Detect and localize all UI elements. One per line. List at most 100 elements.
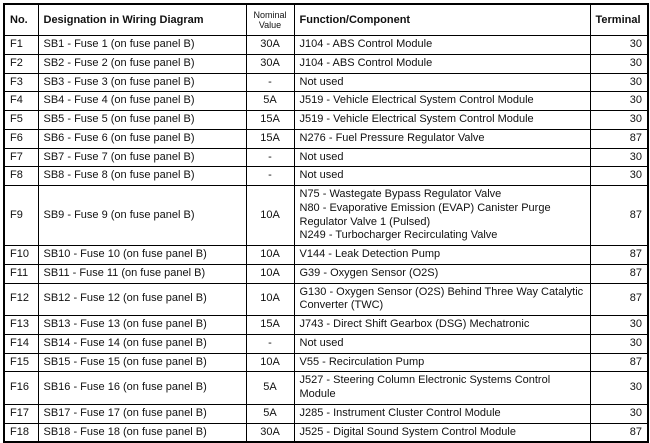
function-cell: J743 - Direct Shift Gearbox (DSG) Mechat… <box>293 315 591 335</box>
header-function: Function/Component <box>293 3 591 36</box>
fuse-no-cell: F13 <box>3 315 39 335</box>
designation-cell: SB5 - Fuse 5 (on fuse panel B) <box>37 110 247 130</box>
terminal-cell: 87 <box>589 422 649 443</box>
nominal-value-cell: 10A <box>245 282 295 316</box>
function-line: J104 - ABS Control Module <box>299 38 433 50</box>
nominal-value-cell: - <box>245 333 295 354</box>
nominal-value-cell: 15A <box>245 128 295 149</box>
function-line: N276 - Fuel Pressure Regulator Valve <box>299 131 485 144</box>
nominal-value-cell: 30A <box>245 422 295 443</box>
header-nominal-value: Nominal Value <box>245 3 295 36</box>
table-row: F16 SB16 - Fuse 16 (on fuse panel B) 5A J52… <box>3 371 649 405</box>
function-line: N249 - Turbocharger Recirculating Valve <box>299 229 498 242</box>
table-row: F2 SB2 - Fuse 2 (on fuse panel B) 30A J104 … <box>3 53 649 74</box>
nominal-value-cell: 30A <box>245 53 295 74</box>
header-designation: Designation in Wiring Diagram <box>37 3 247 36</box>
nominal-value-cell: - <box>245 147 295 168</box>
function-cell: V144 - Leak Detection Pump <box>293 245 591 265</box>
designation-cell: SB17 - Fuse 17 (on fuse panel B) <box>37 403 247 424</box>
designation-cell: SB2 - Fuse 2 (on fuse panel B) <box>37 53 247 74</box>
table-row: F15 SB15 - Fuse 15 (on fuse panel B) 10A V5… <box>3 352 649 373</box>
fuse-no-cell: F3 <box>3 72 39 93</box>
terminal-cell: 30 <box>589 110 649 130</box>
terminal-cell: 87 <box>589 282 649 316</box>
table-row: F11 SB11 - Fuse 11 (on fuse panel B) 10A G3… <box>3 263 649 284</box>
table-row: F9 SB9 - Fuse 9 (on fuse panel B) 10A N75 -… <box>3 185 649 246</box>
fuse-no-cell: F6 <box>3 128 39 149</box>
function-cell: G130 - Oxygen Sensor (O2S) Behind Three … <box>293 282 591 316</box>
terminal-cell: 30 <box>589 147 649 168</box>
function-cell: Not used <box>293 72 591 93</box>
designation-cell: SB7 - Fuse 7 (on fuse panel B) <box>37 147 247 168</box>
fuse-no-cell: F18 <box>3 422 39 443</box>
fuse-no-cell: F17 <box>3 403 39 424</box>
table-header-row: No. Designation in Wiring Diagram Nomina… <box>3 3 649 36</box>
designation-cell: SB4 - Fuse 4 (on fuse panel B) <box>37 91 247 111</box>
terminal-cell: 30 <box>589 333 649 354</box>
nominal-value-cell: 15A <box>245 110 295 130</box>
fuse-no-cell: F5 <box>3 110 39 130</box>
table-row: F1 SB1 - Fuse 1 (on fuse panel B) 30A J104 … <box>3 35 649 55</box>
designation-cell: SB11 - Fuse 11 (on fuse panel B) <box>37 263 247 284</box>
terminal-cell: 30 <box>589 166 649 186</box>
designation-cell: SB6 - Fuse 6 (on fuse panel B) <box>37 128 247 149</box>
designation-cell: SB9 - Fuse 9 (on fuse panel B) <box>37 185 247 246</box>
nominal-value-cell: - <box>245 72 295 93</box>
designation-cell: SB16 - Fuse 16 (on fuse panel B) <box>37 371 247 405</box>
nominal-value-cell: - <box>245 166 295 186</box>
table-row: F5 SB5 - Fuse 5 (on fuse panel B) 15A J519 … <box>3 110 649 130</box>
function-line: J104 - ABS Control Module <box>299 56 433 69</box>
function-line: Not used <box>299 169 344 182</box>
table-row: F4 SB4 - Fuse 4 (on fuse panel B) 5A J519 -… <box>3 91 649 111</box>
function-line: J525 - Digital Sound System Control Modu… <box>299 425 516 438</box>
terminal-cell: 87 <box>589 352 649 373</box>
terminal-cell: 30 <box>589 315 649 335</box>
fuse-no-cell: F8 <box>3 166 39 186</box>
terminal-cell: 87 <box>589 185 649 246</box>
terminal-cell: 30 <box>589 35 649 55</box>
table-row: F3 SB3 - Fuse 3 (on fuse panel B) - Not use… <box>3 72 649 93</box>
function-cell: Not used <box>293 166 591 186</box>
function-line: J519 - Vehicle Electrical System Control… <box>299 113 534 125</box>
table-row: F18 SB18 - Fuse 18 (on fuse panel B) 30A J5… <box>3 422 649 443</box>
fuse-no-cell: F16 <box>3 371 39 405</box>
fuse-no-cell: F10 <box>3 245 39 265</box>
designation-cell: SB18 - Fuse 18 (on fuse panel B) <box>37 422 247 443</box>
function-cell: J527 - Steering Column Electronic System… <box>293 371 591 405</box>
designation-cell: SB10 - Fuse 10 (on fuse panel B) <box>37 245 247 265</box>
terminal-cell: 30 <box>589 72 649 93</box>
function-line: N80 - Evaporative Emission (EVAP) Canist… <box>299 201 551 228</box>
designation-cell: SB15 - Fuse 15 (on fuse panel B) <box>37 352 247 373</box>
terminal-cell: 30 <box>589 53 649 74</box>
function-cell: J285 - Instrument Cluster Control Module <box>293 403 591 424</box>
function-line: V55 - Recirculation Pump <box>299 355 425 368</box>
function-line: N75 - Wastegate Bypass Regulator Valve <box>299 188 502 200</box>
designation-cell: SB12 - Fuse 12 (on fuse panel B) <box>37 282 247 316</box>
function-cell: N276 - Fuel Pressure Regulator Valve <box>293 128 591 149</box>
function-line: G39 - Oxygen Sensor (O2S) <box>299 266 439 279</box>
table-row: F13 SB13 - Fuse 13 (on fuse panel B) 15A J7… <box>3 315 649 335</box>
function-cell: Not used <box>293 333 591 354</box>
nominal-value-cell: 15A <box>245 315 295 335</box>
designation-cell: SB8 - Fuse 8 (on fuse panel B) <box>37 166 247 186</box>
table-row: F12 SB12 - Fuse 12 (on fuse panel B) 10A G1… <box>3 282 649 316</box>
terminal-cell: 30 <box>589 403 649 424</box>
function-cell: V55 - Recirculation Pump <box>293 352 591 373</box>
function-line: Not used <box>299 150 344 163</box>
fuse-no-cell: F11 <box>3 263 39 284</box>
nominal-value-cell: 5A <box>245 371 295 405</box>
terminal-cell: 87 <box>589 263 649 284</box>
function-cell: J519 - Vehicle Electrical System Control… <box>293 91 591 111</box>
header-terminal: Terminal <box>589 3 649 36</box>
fuse-no-cell: F12 <box>3 282 39 316</box>
designation-cell: SB14 - Fuse 14 (on fuse panel B) <box>37 333 247 354</box>
nominal-value-cell: 10A <box>245 352 295 373</box>
nominal-value-cell: 5A <box>245 403 295 424</box>
fuse-assignment-table: No. Designation in Wiring Diagram Nomina… <box>3 3 649 443</box>
header-no: No. <box>3 3 39 36</box>
nominal-value-cell: 5A <box>245 91 295 111</box>
function-line: J519 - Vehicle Electrical System Control… <box>299 94 534 107</box>
function-cell: N75 - Wastegate Bypass Regulator Valve N8… <box>293 185 591 246</box>
fuse-table-page: No. Designation in Wiring Diagram Nomina… <box>3 3 649 443</box>
designation-cell: SB13 - Fuse 13 (on fuse panel B) <box>37 315 247 335</box>
